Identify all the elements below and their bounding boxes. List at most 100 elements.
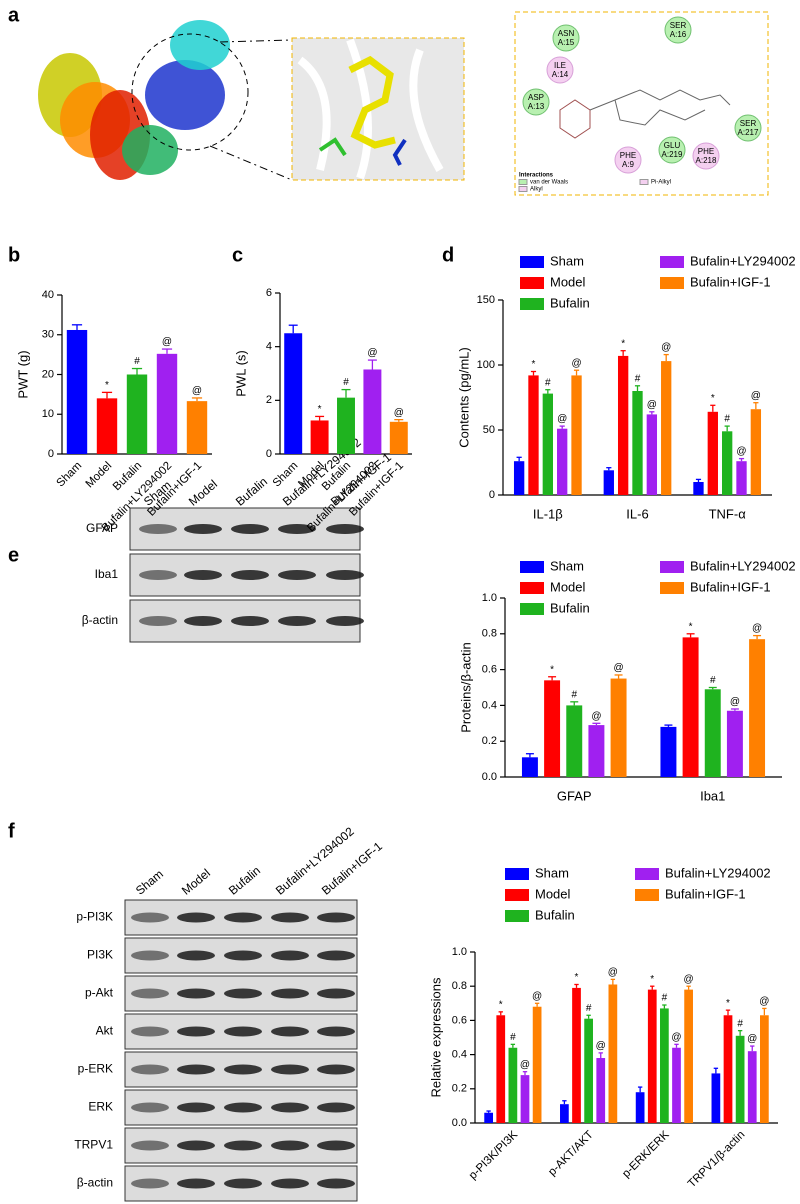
legend-swatch (660, 256, 684, 268)
legend-title: Interactions (519, 173, 554, 179)
y-tick-label: 0.8 (482, 628, 497, 640)
bar (542, 393, 553, 495)
residue (734, 114, 762, 142)
blot-band (177, 988, 215, 999)
y-axis-label: PWT (g) (15, 350, 30, 398)
bar (566, 705, 583, 777)
bar (617, 355, 629, 495)
blot-band (177, 1064, 215, 1075)
significance-label: * (318, 404, 322, 415)
panel-label: a (8, 4, 20, 26)
legend-swatch (505, 889, 529, 901)
bar (484, 1112, 493, 1123)
y-tick-label: 2 (266, 394, 272, 406)
bar (704, 689, 721, 777)
y-tick-label: 10 (42, 408, 54, 420)
bar (156, 353, 178, 454)
significance-label: * (575, 972, 579, 983)
legend-label: Bufalin+LY294002 (690, 558, 796, 573)
residue-id: A:218 (696, 156, 717, 165)
blot-band (317, 988, 355, 999)
blot-band (271, 1026, 309, 1037)
residue-name: PHE (698, 147, 714, 156)
blot-band (317, 1026, 355, 1037)
residue-name: ASP (528, 93, 544, 102)
significance-label: * (621, 338, 625, 349)
blot-band (224, 912, 262, 923)
legend-swatch (518, 179, 528, 185)
bar (66, 329, 88, 454)
legend-swatch (635, 868, 659, 880)
legend-swatch (520, 582, 544, 594)
blot-band (271, 988, 309, 999)
blot-row-label: p-Akt (85, 986, 114, 1000)
significance-label: @ (759, 996, 769, 1007)
legend-label: Model (550, 579, 586, 594)
y-tick-label: 0.4 (452, 1049, 467, 1061)
bar (723, 1015, 733, 1123)
bar (672, 1047, 681, 1123)
y-tick-label: 0.8 (452, 980, 467, 992)
blot-band (139, 616, 177, 626)
lane-label: Sham (133, 867, 166, 898)
legend-swatch (635, 889, 659, 901)
y-axis-label: PWL (s) (233, 350, 248, 396)
bar (389, 421, 408, 454)
significance-label: @ (747, 1034, 757, 1045)
blot-band (317, 1140, 355, 1151)
lane-label: Model (186, 477, 220, 509)
bar (707, 411, 718, 495)
bar (544, 680, 561, 777)
blot-band (224, 988, 262, 999)
legend-label: Bufalin (550, 295, 590, 310)
significance-label: @ (684, 974, 694, 985)
bar (603, 470, 614, 495)
bar (584, 1018, 593, 1123)
significance-label: @ (596, 1041, 606, 1052)
blot-band (177, 1026, 215, 1037)
panel-label: d (442, 244, 454, 266)
blot-row-label: β-actin (82, 613, 118, 627)
residue-id: A:9 (622, 160, 635, 169)
significance-label: # (510, 1032, 516, 1043)
y-tick-label: 150 (477, 294, 495, 306)
y-tick-label: 0.0 (452, 1117, 467, 1129)
y-tick-label: 100 (477, 359, 495, 371)
bar (96, 398, 118, 454)
y-axis-label: Relative expressions (428, 977, 443, 1097)
legend-label: Bufalin+LY294002 (690, 253, 796, 268)
blot-band (231, 570, 269, 580)
blot-band (224, 950, 262, 961)
significance-label: * (105, 380, 109, 391)
legend-label: Alkyl (530, 187, 543, 193)
residue (614, 146, 642, 174)
bar (310, 420, 329, 454)
significance-label: * (550, 664, 554, 675)
significance-label: @ (613, 663, 623, 674)
bar (557, 428, 568, 495)
legend-swatch (660, 277, 684, 289)
significance-label: * (499, 999, 503, 1010)
significance-label: @ (367, 348, 377, 359)
significance-label: # (343, 377, 349, 388)
blot-band (177, 1140, 215, 1151)
significance-label: @ (571, 358, 581, 369)
significance-label: @ (394, 407, 404, 418)
legend-swatch (518, 186, 528, 192)
significance-label: * (726, 998, 730, 1009)
bar (596, 1058, 606, 1123)
significance-label: @ (608, 967, 618, 978)
blot-band (177, 1102, 215, 1113)
legend-label: Model (535, 886, 571, 901)
blot-band (131, 988, 169, 999)
blot-band (139, 524, 177, 534)
significance-label: @ (520, 1059, 530, 1070)
bar (749, 639, 766, 777)
x-tick-label: Model (84, 460, 115, 491)
bar (726, 710, 743, 777)
blot-band (224, 1102, 262, 1113)
bar (513, 461, 525, 495)
blot-band (224, 1178, 262, 1189)
blot-band (278, 616, 316, 626)
legend-swatch (520, 277, 544, 289)
